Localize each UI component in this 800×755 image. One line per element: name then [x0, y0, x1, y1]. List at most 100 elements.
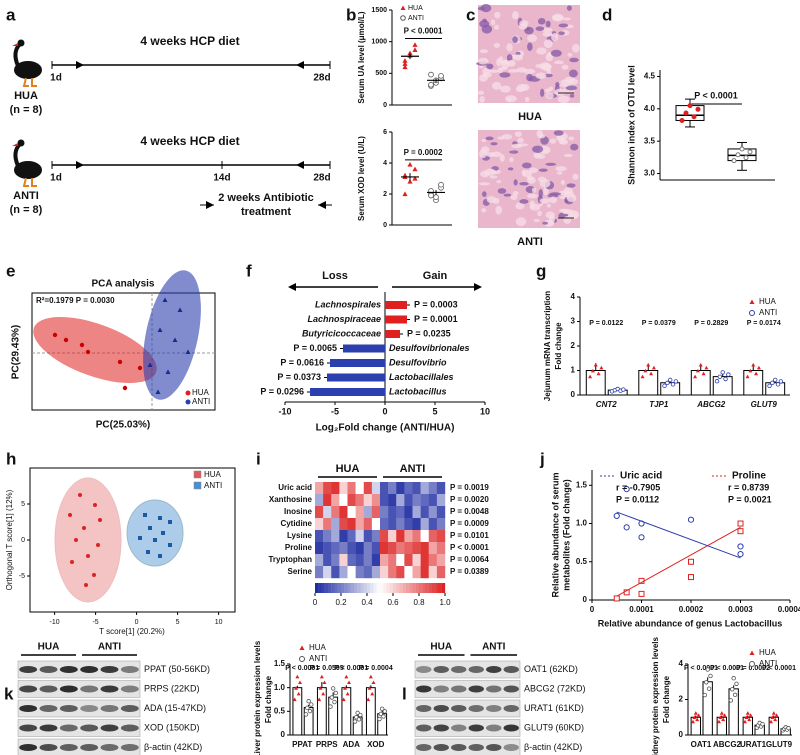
point: [771, 711, 776, 715]
tissue: [553, 60, 564, 65]
heat-cell: [388, 506, 397, 519]
x-tick-label: 0.0002: [679, 605, 704, 614]
heat-cell: [436, 482, 446, 495]
p-value: P = 0.0122: [589, 320, 623, 327]
tissue: [549, 138, 557, 144]
tissue: [512, 190, 519, 196]
arrow-head: [76, 61, 84, 69]
label: Loss: [322, 270, 348, 282]
point: [341, 697, 346, 702]
tissue: [511, 11, 519, 20]
heat-cell: [428, 554, 438, 567]
point: [157, 327, 163, 332]
tissue: [552, 14, 564, 21]
band: [468, 744, 484, 751]
p-value: P = 0.0296: [260, 386, 304, 396]
point: [747, 149, 753, 155]
point: [698, 362, 703, 367]
axis-label: PC(25.03%): [96, 420, 150, 431]
tissue: [541, 27, 553, 33]
point: [158, 554, 162, 558]
y-tick-label: 4.5: [644, 72, 656, 81]
tissue: [490, 151, 502, 157]
arrow-head: [474, 283, 482, 291]
heat-cell: [371, 554, 381, 567]
heat-cell: [347, 542, 356, 555]
colorbar-step: [383, 583, 387, 593]
axis-label: Orthogonal T score[1] (12%): [5, 489, 14, 590]
band: [486, 744, 502, 751]
x-tick-label: 0.0004: [778, 605, 800, 614]
heat-cell: [331, 506, 340, 519]
colorbar-step: [357, 583, 361, 593]
tissue: [568, 78, 579, 85]
group-ellipse: [126, 499, 184, 567]
band: [451, 685, 467, 693]
band: [468, 666, 484, 673]
label: (n = 8): [10, 204, 43, 216]
bar: [310, 388, 385, 396]
point: [731, 158, 737, 164]
point: [756, 365, 761, 370]
p-value: P = 0.0002: [736, 665, 770, 672]
heat-cell: [436, 566, 446, 579]
heat-cell: [355, 554, 364, 567]
tissue: [566, 183, 576, 188]
heat-cell: [436, 518, 446, 531]
tissue: [513, 54, 524, 61]
band: [433, 705, 449, 712]
category-label: Lactobacillales: [389, 372, 454, 382]
point: [412, 175, 418, 181]
point: [695, 368, 700, 373]
panel-label: b: [346, 5, 356, 24]
point: [70, 560, 74, 564]
swan-beak: [12, 143, 18, 146]
point: [412, 47, 418, 52]
category-label: Desulfovibrio: [389, 357, 447, 367]
heat-cell: [388, 494, 397, 507]
band: [19, 744, 38, 751]
tissue: [524, 96, 530, 103]
heat-cell: [347, 554, 356, 567]
band: [100, 724, 119, 732]
tissue: [493, 42, 501, 48]
point: [407, 50, 413, 56]
point: [345, 691, 350, 696]
caption: HUA: [518, 111, 542, 123]
heat-cell: [420, 494, 429, 507]
band: [120, 705, 139, 712]
band: [451, 666, 467, 673]
y-tick-label: 0: [571, 390, 576, 399]
heat-cell: [315, 482, 324, 495]
tissue: [545, 20, 551, 28]
label: HUA: [14, 90, 38, 102]
y-tick-label: 4.0: [644, 104, 656, 113]
tissue: [532, 145, 544, 153]
point: [770, 715, 775, 720]
band: [19, 705, 38, 712]
tissue: [521, 162, 532, 169]
heat-cell: [404, 494, 413, 507]
point: [143, 513, 147, 517]
p-value: P = 0.0373: [277, 372, 321, 382]
point: [775, 382, 781, 387]
blot-label: PPAT (50-56KD): [144, 664, 210, 674]
heat-cell: [404, 566, 413, 579]
bar: [343, 344, 385, 353]
heat-cell: [428, 518, 438, 531]
band: [433, 666, 449, 673]
heat-cell: [412, 542, 421, 555]
x-tick-label: -5: [331, 406, 339, 416]
point: [596, 371, 601, 376]
heat-cell: [339, 542, 348, 555]
legend-label: HUA: [309, 643, 327, 652]
point: [84, 583, 88, 587]
label: Gain: [423, 270, 448, 282]
band: [433, 724, 449, 732]
heat-cell: [380, 542, 389, 555]
point: [358, 712, 363, 718]
point: [296, 691, 301, 696]
band: [39, 666, 58, 673]
heat-cell: [396, 482, 405, 495]
colorbar-step: [315, 583, 319, 593]
